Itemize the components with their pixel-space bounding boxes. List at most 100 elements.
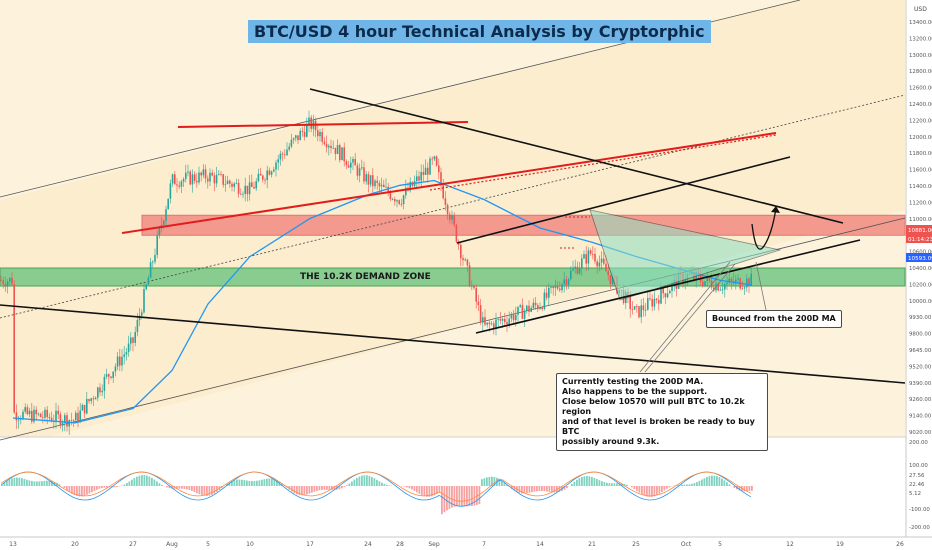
candle-body xyxy=(429,158,431,175)
macd-bar xyxy=(146,475,148,486)
macd-bar xyxy=(348,483,351,486)
macd-bar xyxy=(493,477,496,486)
macd-bar xyxy=(686,484,688,486)
macd-bar xyxy=(258,480,261,486)
macd-bar xyxy=(718,477,721,486)
candle-body xyxy=(341,147,343,161)
macd-bar xyxy=(668,486,671,488)
candle-body xyxy=(105,374,108,377)
candle-body xyxy=(284,154,286,156)
macd-bar xyxy=(193,486,196,492)
candle-body xyxy=(97,387,99,398)
macd-bar xyxy=(176,486,178,489)
candle-body xyxy=(633,306,636,310)
candle-body xyxy=(39,413,42,417)
candle-body xyxy=(136,319,139,333)
macd-bar xyxy=(296,486,298,495)
candle-body xyxy=(433,156,436,160)
macd-bar xyxy=(238,479,241,486)
candle-body xyxy=(603,258,605,264)
macd-tick-label: 100.00 xyxy=(909,463,928,469)
candle-body xyxy=(259,173,262,176)
macd-bar xyxy=(46,480,48,486)
macd-bar xyxy=(641,486,643,495)
candle-body xyxy=(244,185,246,194)
macd-bar xyxy=(581,477,583,486)
price-tick-label: 13200.00 xyxy=(909,36,932,42)
candle-body xyxy=(556,285,559,289)
macd-bar xyxy=(313,486,316,492)
macd-bar xyxy=(151,477,153,486)
macd-tick-label: 22.46 xyxy=(909,482,925,488)
candle-body xyxy=(127,343,130,353)
candle-body xyxy=(108,374,110,377)
candle-body xyxy=(387,186,389,193)
price-tick-label: 11000.00 xyxy=(909,217,932,223)
candle-body xyxy=(416,176,418,182)
macd-bar xyxy=(651,486,653,497)
candle-body xyxy=(66,415,68,427)
macd-bar xyxy=(698,480,701,486)
macd-bar xyxy=(178,486,181,489)
macd-bar xyxy=(638,486,641,493)
candle-body xyxy=(545,292,548,298)
macd-bar xyxy=(358,476,361,486)
macd-bar xyxy=(546,486,548,492)
macd-bar xyxy=(721,478,723,486)
candle-body xyxy=(46,409,48,417)
candle-body xyxy=(279,153,282,160)
candle-body xyxy=(149,262,152,278)
candle-body xyxy=(464,259,466,261)
candle-body xyxy=(394,199,396,202)
candle-body xyxy=(647,298,649,310)
candle-body xyxy=(420,171,422,181)
macd-bar xyxy=(86,486,88,495)
macd-bar xyxy=(13,477,16,486)
macd-bar xyxy=(441,486,443,515)
price-tick-label: 10600.00 xyxy=(909,250,932,256)
macd-bar xyxy=(236,479,238,486)
macd-bar xyxy=(743,486,746,492)
candle-body xyxy=(574,266,576,269)
candle-body xyxy=(563,279,565,285)
macd-bar xyxy=(413,486,416,491)
candle-body xyxy=(334,147,337,155)
macd-bar xyxy=(586,476,588,486)
macd-bar xyxy=(166,486,168,488)
candle-body xyxy=(132,337,134,343)
macd-bar xyxy=(66,486,68,491)
time-tick-label: 12 xyxy=(786,541,794,548)
candle-body xyxy=(609,275,612,285)
candle-body xyxy=(33,409,35,422)
note-line: Close below 10570 will pull BTC to 10.2k… xyxy=(562,397,745,416)
candle-body xyxy=(706,276,708,282)
candle-body xyxy=(178,185,180,187)
macd-bar xyxy=(451,486,453,508)
candle-body xyxy=(576,266,579,274)
macd-bar xyxy=(161,484,163,486)
candle-body xyxy=(204,169,207,179)
macd-bar xyxy=(453,486,456,507)
candle-body xyxy=(671,283,673,291)
candle-body xyxy=(24,407,26,412)
macd-bar xyxy=(528,486,531,493)
macd-bar xyxy=(388,485,391,486)
candle-body xyxy=(526,305,528,311)
macd-tick-label: 27.56 xyxy=(909,473,925,479)
candle-body xyxy=(554,285,557,289)
price-tag xyxy=(906,225,932,234)
macd-bar xyxy=(248,480,251,486)
candle-body xyxy=(367,174,370,185)
macd-bar xyxy=(491,476,493,486)
candle-body xyxy=(453,215,455,225)
candle-body xyxy=(262,175,264,180)
macd-bar xyxy=(473,486,476,506)
macd-bar xyxy=(613,483,616,486)
macd-bar xyxy=(293,486,296,494)
time-tick-label: 17 xyxy=(306,541,314,548)
candle-body xyxy=(222,174,224,185)
macd-bar xyxy=(326,486,328,490)
candle-body xyxy=(644,309,647,311)
candle-body xyxy=(438,165,440,173)
